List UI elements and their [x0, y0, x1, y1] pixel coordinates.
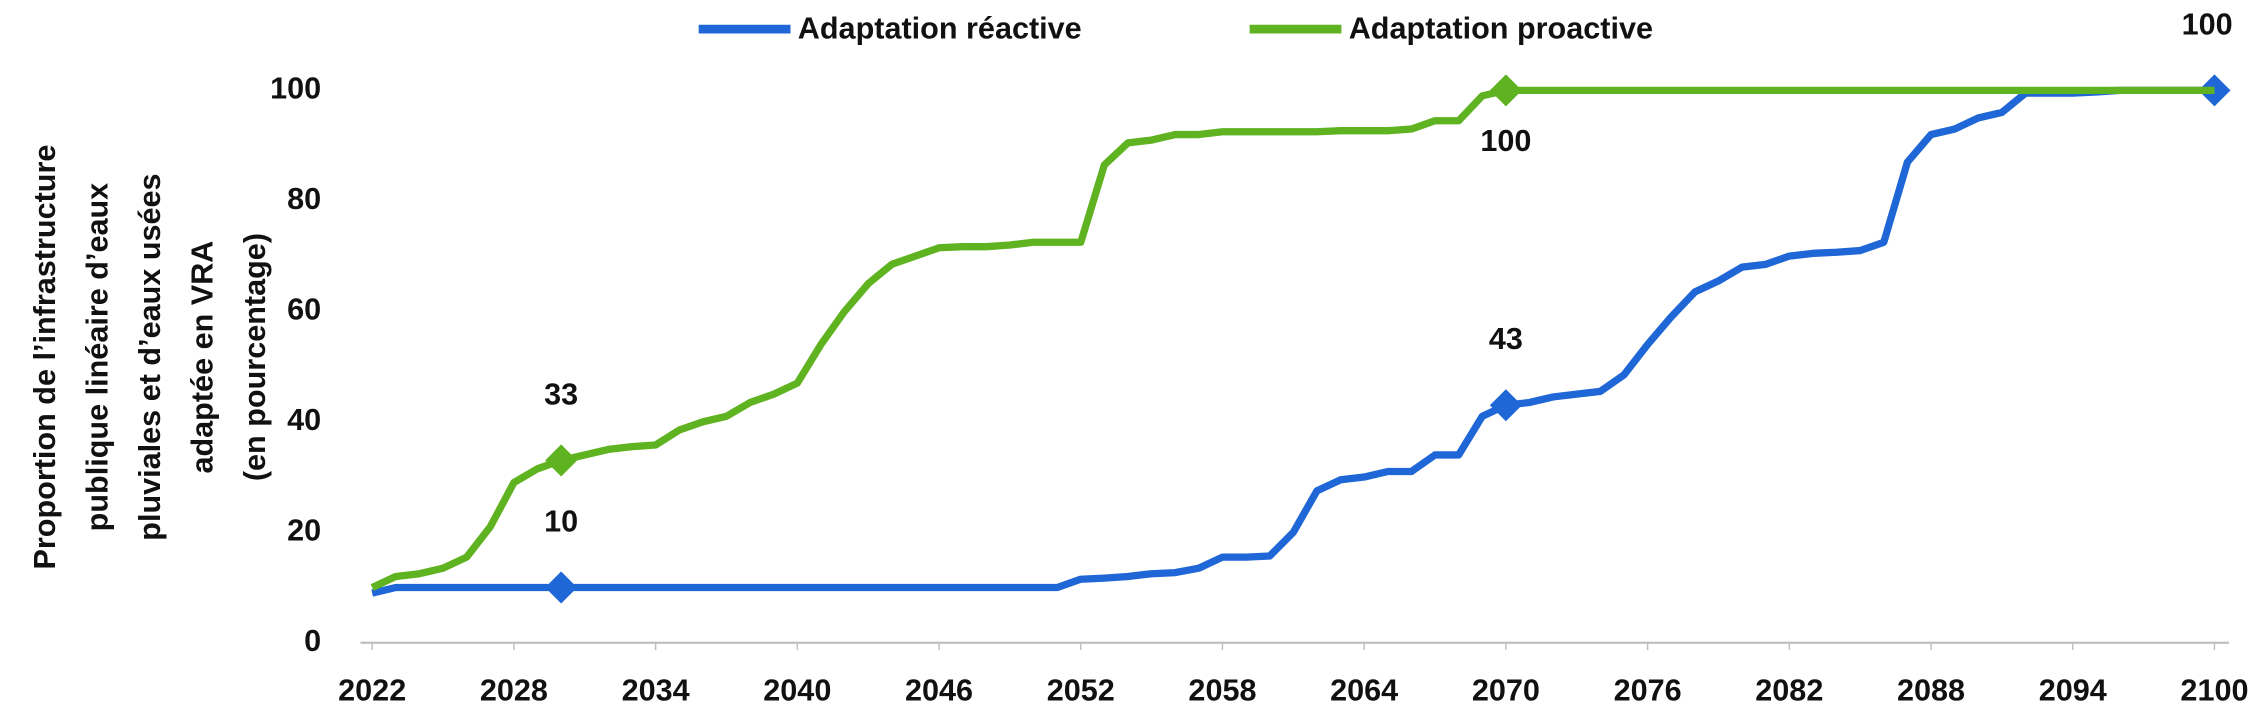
data-marker [545, 444, 578, 477]
x-tick-label: 2082 [1755, 673, 1823, 707]
series-line [370, 86, 2215, 591]
data-label: 43 [1489, 322, 1523, 356]
y-axis-label-line: publique linéaire d’eaux [81, 183, 115, 532]
data-marker [1489, 389, 1522, 422]
x-tick-label: 2076 [1614, 673, 1682, 707]
x-tick-label: 2088 [1897, 673, 1965, 707]
x-tick-label: 2064 [1330, 673, 1398, 707]
x-tick-label: 2040 [763, 673, 831, 707]
y-axis-label: Proportion de l’infrastructure publique l… [28, 145, 272, 570]
y-axis-label-line: pluviales et d’eaux usées [133, 173, 167, 540]
y-axis-label-line: (en pourcentage) [238, 233, 272, 481]
legend-label: Adaptation proactive [1349, 12, 1653, 46]
y-axis-label-line: adaptée en VRA [186, 241, 220, 474]
y-tick-label: 100 [270, 71, 321, 105]
data-marker [1489, 74, 1522, 107]
y-tick-label: 20 [287, 513, 321, 547]
x-tick-label: 2100 [2180, 673, 2248, 707]
series-line [371, 86, 2215, 597]
x-tick-label: 2034 [622, 673, 690, 707]
x-tick-label: 2052 [1047, 673, 1115, 707]
x-tick-label: 2022 [338, 673, 406, 707]
y-axis-label-line: Proportion de l’infrastructure [28, 145, 62, 570]
data-marker [545, 571, 578, 604]
x-tick-label: 2094 [2039, 673, 2107, 707]
x-tick-label: 2058 [1188, 673, 1256, 707]
y-tick-label: 60 [287, 292, 321, 326]
data-label: 10 [544, 504, 578, 538]
y-tick-label: 0 [304, 624, 321, 658]
y-tick-label: 80 [287, 182, 321, 216]
data-label: 33 [544, 377, 578, 411]
legend-label: Adaptation réactive [798, 12, 1082, 46]
y-tick-label: 40 [287, 403, 321, 437]
x-tick-label: 2070 [1472, 673, 1540, 707]
x-tick-label: 2046 [905, 673, 973, 707]
data-label: 100 [1480, 124, 1531, 158]
data-label: 100 [2182, 7, 2233, 41]
x-tick-label: 2028 [480, 673, 548, 707]
